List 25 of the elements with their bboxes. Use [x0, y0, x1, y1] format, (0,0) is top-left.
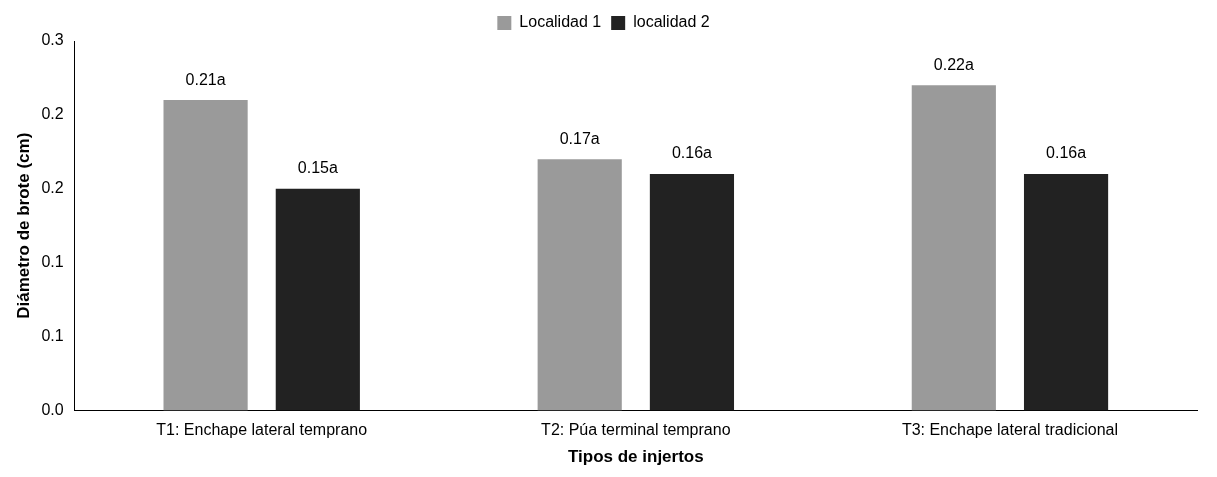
- bar: [1023, 173, 1109, 411]
- y-axis-title: Diámetro de brote (cm): [13, 132, 33, 319]
- y-tick-label: 0.1: [41, 326, 64, 344]
- data-label: 0.16a: [671, 144, 713, 162]
- x-tick-label: T1: Enchape lateral temprano: [156, 421, 368, 439]
- y-tick-label: 0.0: [41, 400, 64, 418]
- data-label: 0.21a: [185, 70, 226, 88]
- y-tick-label: 0.3: [41, 31, 64, 49]
- y-tick-label: 0.1: [41, 253, 64, 271]
- data-label: 0.16a: [1046, 144, 1087, 162]
- x-axis-title: Tipos de injertos: [567, 447, 704, 467]
- x-tick-label: T2: Púa terminal temprano: [541, 421, 731, 439]
- bar: [537, 159, 622, 411]
- y-tick-label: 0.2: [41, 179, 64, 197]
- data-label: 0.17a: [559, 129, 600, 147]
- data-label: 0.22a: [933, 55, 974, 73]
- bar: [275, 188, 360, 411]
- bar: [911, 85, 996, 411]
- legend-label: localidad 2: [633, 13, 710, 31]
- bar: [163, 100, 248, 411]
- bar: [649, 173, 735, 411]
- y-tick-label: 0.2: [41, 105, 64, 123]
- x-tick-label: T3: Enchape lateral tradicional: [901, 421, 1118, 439]
- data-label: 0.15a: [297, 159, 338, 177]
- legend-label: Localidad 1: [519, 13, 602, 31]
